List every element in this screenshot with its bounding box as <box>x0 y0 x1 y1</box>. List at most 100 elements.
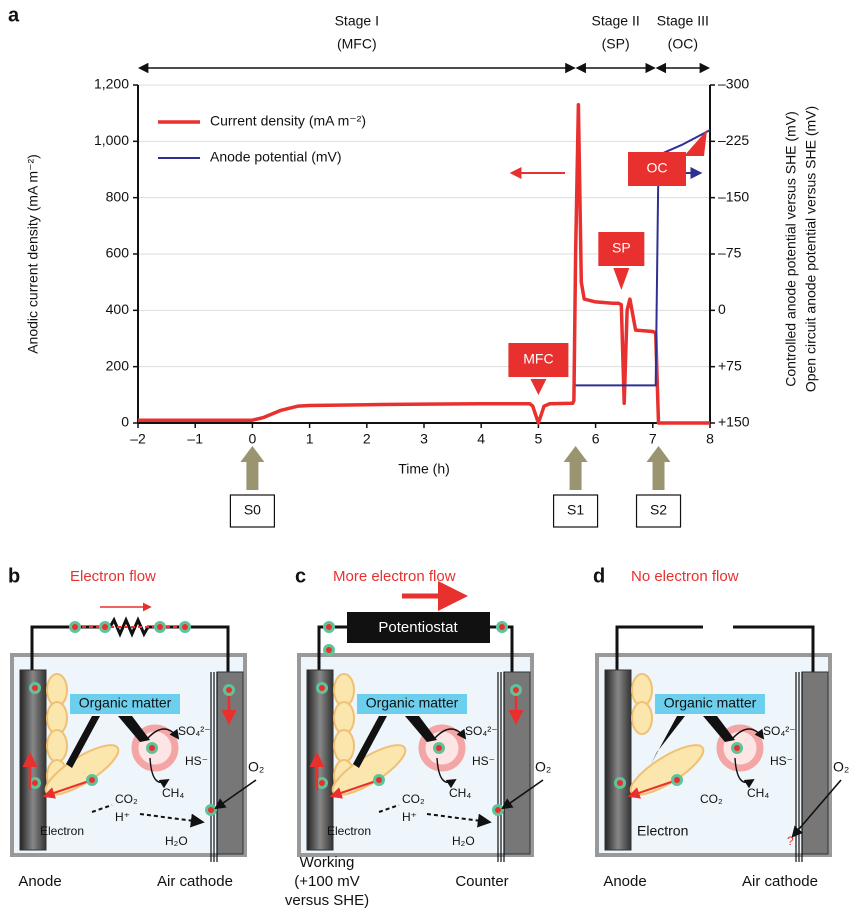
y2-tick-label: –75 <box>718 245 742 261</box>
electron-dot <box>373 774 385 786</box>
y2-tick-label: +150 <box>718 414 750 430</box>
cathode <box>801 671 829 855</box>
y-tick-label: 800 <box>106 188 130 204</box>
x-tick-label: 5 <box>535 431 543 447</box>
electron-dot <box>154 621 166 633</box>
device-label: Potentiostat <box>378 619 458 636</box>
anode <box>604 669 632 851</box>
sulfate-label: SO₄²⁻ <box>465 724 498 738</box>
electron-label: Electron <box>637 823 688 839</box>
panel-label: d <box>593 565 605 587</box>
panel-label: c <box>295 565 306 587</box>
oxygen-arrow <box>214 779 257 810</box>
electron-dot <box>86 774 98 786</box>
annotation-box <box>598 232 645 266</box>
stage-mode: (MFC) <box>337 36 377 52</box>
sulfide-label: HS⁻ <box>770 754 793 768</box>
x-tick-label: –2 <box>130 431 146 447</box>
y-tick-label: 1,200 <box>94 76 129 92</box>
x-tick-label: 6 <box>592 431 600 447</box>
anode-label: Anode <box>603 873 646 890</box>
x-tick-label: 7 <box>649 431 657 447</box>
annotation-pointer <box>613 268 630 290</box>
x-tick-label: 1 <box>306 431 314 447</box>
sulfide-label: HS⁻ <box>472 754 495 768</box>
electron-dot <box>492 804 504 816</box>
annotation-pointer <box>530 379 547 395</box>
y2-tick-label: –300 <box>718 76 749 92</box>
switch-box <box>229 494 275 528</box>
reaction-arrow <box>149 757 170 789</box>
stage-mode: (SP) <box>602 36 630 52</box>
electron-arrow <box>627 779 678 799</box>
electron-dot <box>29 682 41 694</box>
y-tick-label: 1,000 <box>94 132 129 148</box>
y2-axis-label: Controlled anode potential versus SHE (m… <box>783 111 799 386</box>
electron-dot <box>146 742 158 754</box>
y2-tick-label: –225 <box>718 132 749 148</box>
reaction-arrow <box>147 728 180 740</box>
electron-dot <box>316 682 328 694</box>
electron-dot <box>731 742 743 754</box>
electron-arrow <box>329 779 380 799</box>
electron-dot <box>205 804 217 816</box>
proton-label: H⁺ <box>402 810 417 824</box>
electron-dot <box>223 684 235 696</box>
anode <box>19 669 47 851</box>
anode-label: (+100 mV <box>294 873 359 890</box>
switch-label: S1 <box>567 502 584 518</box>
switch-label: S2 <box>650 502 667 518</box>
methane-label: CH₄ <box>747 786 769 800</box>
panel-label: b <box>8 565 20 587</box>
proton-path <box>139 813 205 828</box>
flow-wedge <box>66 716 100 768</box>
anode-label: Working <box>300 854 355 871</box>
cathode-label: Air cathode <box>157 873 233 890</box>
panel-label: a <box>8 4 20 26</box>
switch-arrow <box>563 446 588 490</box>
wire <box>615 625 815 672</box>
series-line <box>138 102 710 425</box>
co2-label: CO₂ <box>700 792 723 806</box>
electron-dot <box>671 774 683 786</box>
electron-dot <box>29 777 41 789</box>
reaction-arrow <box>434 728 467 740</box>
matter-label: Organic matter <box>79 695 172 711</box>
cathode-label: Air cathode <box>742 873 818 890</box>
switch-label: S0 <box>244 502 261 518</box>
sulfate-label: SO₄²⁻ <box>178 724 211 738</box>
matter-label: Organic matter <box>366 695 459 711</box>
electron-arrow <box>42 779 93 799</box>
proton-label: H⁺ <box>115 810 130 824</box>
y-tick-label: 200 <box>106 357 130 373</box>
flow-wedge <box>703 716 735 742</box>
water-label: H₂O <box>165 834 188 848</box>
panel-title: More electron flow <box>333 568 456 585</box>
stage-name: Stage II <box>591 13 639 29</box>
anode-label: versus SHE) <box>285 892 369 908</box>
proton-path <box>378 804 400 813</box>
y2-axis-label: Open circuit anode potential versus SHE … <box>803 106 819 392</box>
y-tick-label: 0 <box>121 414 129 430</box>
water-label: H₂O <box>452 834 475 848</box>
electron-dot <box>323 621 335 633</box>
stage-name: Stage III <box>657 13 709 29</box>
proton-path <box>91 804 113 813</box>
electron-dot <box>316 777 328 789</box>
stage-mode: (OC) <box>668 36 698 52</box>
electron-dot <box>433 742 445 754</box>
y2-tick-label: –150 <box>718 188 749 204</box>
x-axis-label: Time (h) <box>398 461 450 477</box>
x-tick-label: 4 <box>477 431 485 447</box>
annotation-label: SP <box>612 240 631 256</box>
electron-dot <box>614 777 626 789</box>
flow-wedge <box>353 716 387 768</box>
matter-box <box>357 694 467 714</box>
y-tick-label: 600 <box>106 245 130 261</box>
matter-box <box>70 694 180 714</box>
reaction-arrow <box>734 757 755 789</box>
bacterium <box>333 729 355 763</box>
oxygen-arrow <box>501 779 544 810</box>
panel-title: No electron flow <box>631 568 739 585</box>
